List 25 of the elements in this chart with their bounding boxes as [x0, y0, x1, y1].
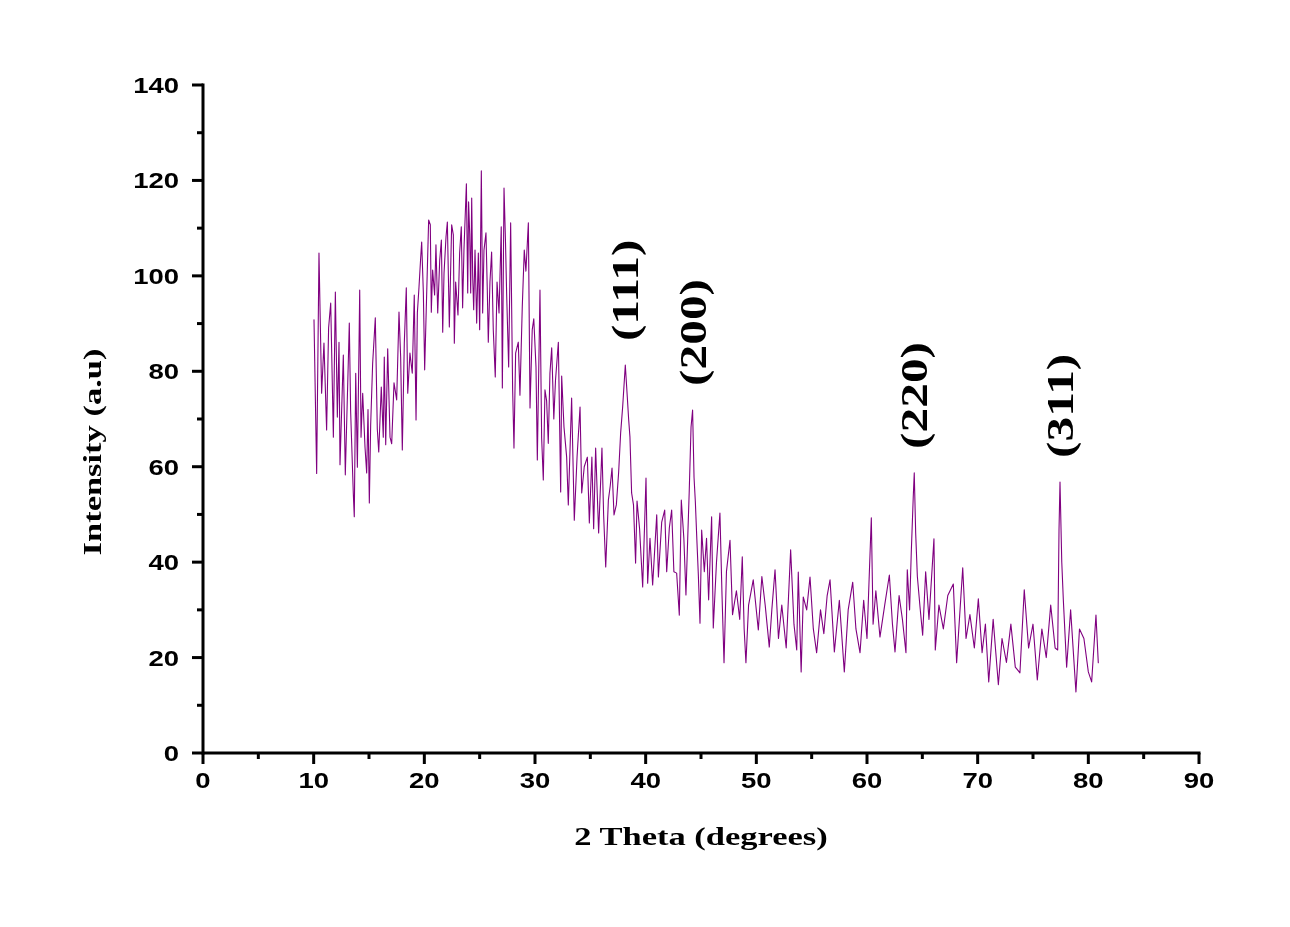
x-tick-label: 40 — [630, 767, 661, 793]
annotation: (111) — [604, 239, 647, 342]
y-axis-title: Intensity (a.u) — [78, 348, 107, 556]
y-tick-label: 100 — [133, 263, 179, 289]
x-tick-label: 70 — [962, 767, 993, 793]
x-tick-label: 50 — [741, 767, 772, 793]
y-tick-label: 120 — [133, 168, 179, 193]
y-tick-label: 80 — [148, 358, 179, 384]
line-series — [313, 170, 1099, 693]
y-tick-label: 60 — [148, 454, 179, 480]
x-tick-label: 90 — [1183, 767, 1215, 793]
annotation: (311) — [1038, 353, 1082, 458]
x-tick-label: 80 — [1073, 767, 1104, 793]
annotation: (220) — [893, 341, 936, 449]
x-tick-label: 10 — [298, 767, 329, 793]
x-tick-label: 0 — [195, 767, 211, 793]
x-tick-label: 60 — [851, 767, 883, 793]
y-tick-label: 40 — [148, 549, 179, 575]
x-tick-label: 30 — [519, 767, 551, 793]
x-tick-label: 20 — [409, 767, 440, 793]
y-tick-label: 0 — [163, 740, 179, 766]
y-tick-label: 20 — [148, 645, 179, 670]
y-tick-label: 140 — [133, 72, 179, 98]
x-axis-title: 2 Theta (degrees) — [574, 822, 828, 851]
annotation: (200) — [671, 278, 714, 386]
